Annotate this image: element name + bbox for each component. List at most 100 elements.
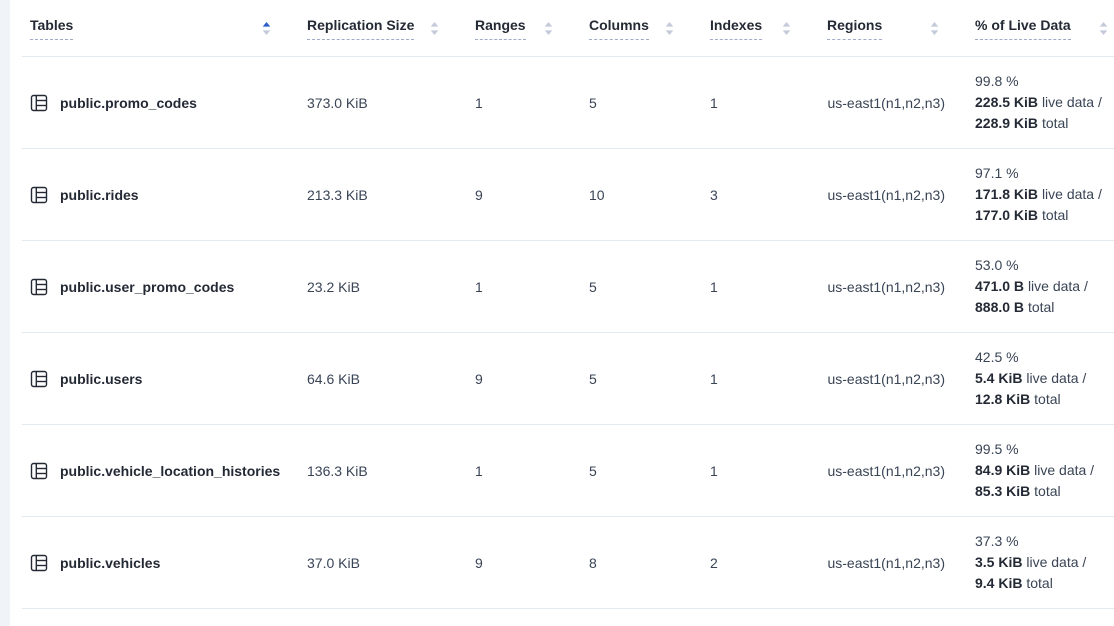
- tables-grid: Tables Replication Size Ranges Columns: [0, 0, 1114, 609]
- table-name-link[interactable]: public.vehicles: [60, 554, 161, 571]
- replication-size-cell: 37.0 KiB: [307, 554, 360, 571]
- total-data-line: 228.9 KiB total: [975, 115, 1069, 131]
- sort-asc-icon: [262, 21, 271, 36]
- table-row[interactable]: public.vehicles 37.0 KiB 9 8 2 us-east1(…: [22, 517, 1114, 609]
- indexes-cell: 1: [710, 462, 718, 479]
- ranges-cell: 9: [475, 186, 483, 203]
- column-header-label: Replication Size: [307, 17, 415, 40]
- indexes-cell: 3: [710, 186, 718, 203]
- table-row[interactable]: public.rides 213.3 KiB 9 10 3 us-east1(n…: [22, 149, 1114, 241]
- total-data-line: 85.3 KiB total: [975, 483, 1061, 499]
- ranges-cell: 1: [475, 94, 483, 111]
- replication-size-cell: 23.2 KiB: [307, 278, 360, 295]
- column-header-replication-size[interactable]: Replication Size: [307, 17, 475, 40]
- replication-size-cell: 64.6 KiB: [307, 370, 360, 387]
- columns-cell: 5: [589, 278, 597, 295]
- sort-icon: [430, 21, 439, 36]
- column-header-tables[interactable]: Tables: [30, 17, 307, 40]
- table-row[interactable]: public.vehicle_location_histories 136.3 …: [22, 425, 1114, 517]
- page-left-gutter: [0, 0, 10, 626]
- sort-icon: [930, 21, 939, 36]
- table-name-cell: public.vehicles: [30, 554, 307, 572]
- table-name-link[interactable]: public.rides: [60, 186, 139, 203]
- table-name-link[interactable]: public.user_promo_codes: [60, 278, 235, 295]
- live-data-cell: 97.1 % 171.8 KiB live data / 177.0 KiB t…: [975, 163, 1114, 226]
- indexes-cell: 1: [710, 278, 718, 295]
- table-body: public.promo_codes 373.0 KiB 1 5 1 us-ea…: [0, 57, 1114, 609]
- table-icon: [30, 278, 48, 296]
- table-name-link[interactable]: public.users: [60, 370, 143, 387]
- regions-cell: us-east1(n1,n2,n3): [827, 554, 945, 571]
- columns-cell: 10: [589, 186, 605, 203]
- table-icon: [30, 186, 48, 204]
- table-name-cell: public.user_promo_codes: [30, 278, 307, 296]
- live-data-cell: 99.5 % 84.9 KiB live data / 85.3 KiB tot…: [975, 439, 1114, 502]
- column-header-regions[interactable]: Regions: [827, 17, 975, 40]
- indexes-cell: 2: [710, 554, 718, 571]
- live-data-line: 471.0 B live data /: [975, 278, 1088, 294]
- columns-cell: 5: [589, 370, 597, 387]
- ranges-cell: 9: [475, 370, 483, 387]
- table-icon: [30, 462, 48, 480]
- total-data-line: 12.8 KiB total: [975, 391, 1061, 407]
- live-data-line: 171.8 KiB live data /: [975, 186, 1102, 202]
- total-data-line: 888.0 B total: [975, 299, 1055, 315]
- table-icon: [30, 554, 48, 572]
- live-data-cell: 99.8 % 228.5 KiB live data / 228.9 KiB t…: [975, 71, 1114, 134]
- regions-cell: us-east1(n1,n2,n3): [827, 94, 945, 111]
- replication-size-cell: 373.0 KiB: [307, 94, 368, 111]
- table-header-row: Tables Replication Size Ranges Columns: [22, 0, 1114, 57]
- table-row[interactable]: public.promo_codes 373.0 KiB 1 5 1 us-ea…: [22, 57, 1114, 149]
- live-data-line: 5.4 KiB live data /: [975, 370, 1087, 386]
- live-data-percent: 42.5 %: [975, 349, 1019, 365]
- total-data-line: 9.4 KiB total: [975, 575, 1053, 591]
- total-data-line: 177.0 KiB total: [975, 207, 1069, 223]
- sort-icon: [1099, 21, 1108, 36]
- table-row[interactable]: public.users 64.6 KiB 9 5 1 us-east1(n1,…: [22, 333, 1114, 425]
- column-header-ranges[interactable]: Ranges: [475, 17, 589, 40]
- ranges-cell: 1: [475, 278, 483, 295]
- table-name-cell: public.users: [30, 370, 307, 388]
- column-header-label: Ranges: [475, 17, 526, 40]
- table-name-cell: public.promo_codes: [30, 94, 307, 112]
- column-header-columns[interactable]: Columns: [589, 17, 710, 40]
- live-data-cell: 53.0 % 471.0 B live data / 888.0 B total: [975, 255, 1114, 318]
- regions-cell: us-east1(n1,n2,n3): [827, 278, 945, 295]
- column-header-label: Regions: [827, 17, 883, 40]
- column-header-label: Columns: [589, 17, 649, 40]
- table-icon: [30, 370, 48, 388]
- live-data-percent: 99.5 %: [975, 441, 1019, 457]
- table-name-link[interactable]: public.vehicle_location_histories: [60, 462, 281, 479]
- live-data-cell: 37.3 % 3.5 KiB live data / 9.4 KiB total: [975, 531, 1114, 594]
- indexes-cell: 1: [710, 370, 718, 387]
- sort-icon: [782, 21, 791, 36]
- columns-cell: 5: [589, 462, 597, 479]
- regions-cell: us-east1(n1,n2,n3): [827, 370, 945, 387]
- table-row[interactable]: public.user_promo_codes 23.2 KiB 1 5 1 u…: [22, 241, 1114, 333]
- ranges-cell: 9: [475, 554, 483, 571]
- live-data-line: 84.9 KiB live data /: [975, 462, 1095, 478]
- replication-size-cell: 136.3 KiB: [307, 462, 368, 479]
- replication-size-cell: 213.3 KiB: [307, 186, 368, 203]
- live-data-line: 228.5 KiB live data /: [975, 94, 1102, 110]
- column-header-label: Tables: [30, 17, 74, 40]
- column-header-live-data[interactable]: % of Live Data: [975, 17, 1114, 40]
- indexes-cell: 1: [710, 94, 718, 111]
- column-header-indexes[interactable]: Indexes: [710, 17, 827, 40]
- live-data-percent: 37.3 %: [975, 533, 1019, 549]
- table-name-link[interactable]: public.promo_codes: [60, 94, 197, 111]
- column-header-label: Indexes: [710, 17, 763, 40]
- sort-icon: [665, 21, 674, 36]
- table-icon: [30, 94, 48, 112]
- live-data-cell: 42.5 % 5.4 KiB live data / 12.8 KiB tota…: [975, 347, 1114, 410]
- ranges-cell: 1: [475, 462, 483, 479]
- table-name-cell: public.rides: [30, 186, 307, 204]
- regions-cell: us-east1(n1,n2,n3): [827, 186, 945, 203]
- table-name-cell: public.vehicle_location_histories: [30, 462, 307, 480]
- regions-cell: us-east1(n1,n2,n3): [827, 462, 945, 479]
- live-data-percent: 99.8 %: [975, 73, 1019, 89]
- columns-cell: 8: [589, 554, 597, 571]
- live-data-percent: 97.1 %: [975, 165, 1019, 181]
- columns-cell: 5: [589, 94, 597, 111]
